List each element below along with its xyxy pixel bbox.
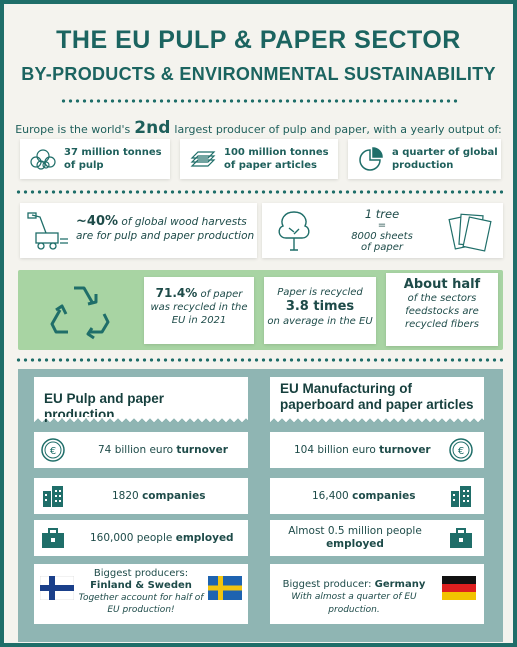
pulp-icon (26, 144, 60, 174)
pie-quarter-icon (354, 144, 388, 174)
paper-sheets-icon (448, 211, 492, 257)
harvester-icon (26, 211, 70, 255)
page-title: THE EU PULP & PAPER SECTOR (56, 26, 461, 54)
left-column-heading: EU Pulp and paper production (34, 377, 248, 422)
recycle-icon (46, 280, 116, 346)
euro-coin-icon: € (446, 437, 476, 463)
left-turnover-row: € 74 billion euro turnover (34, 432, 248, 468)
briefcase-icon (38, 525, 68, 551)
torn-edge (34, 417, 248, 425)
stat-paper-articles: 100 million tonnes of paper articles (180, 139, 338, 179)
tree-card: 1 tree = 8000 sheets of paper (262, 203, 503, 258)
left-producers-row: Biggest producers: Finland & Sweden Toge… (34, 564, 248, 624)
stat-pulp: 37 million tonnes of pulp (20, 139, 170, 179)
paper-stack-icon (186, 144, 220, 174)
right-column-heading: EU Manufacturing of paperboard and paper… (270, 377, 484, 417)
divider-dots-3 (15, 358, 503, 362)
germany-flag-icon (442, 576, 476, 603)
intro-text: Europe is the world's 2nd largest producer… (15, 118, 502, 138)
tree-icon (272, 208, 316, 258)
right-employed-row: Almost 0.5 million people employed (270, 520, 484, 556)
euro-coin-icon: € (38, 437, 68, 463)
left-employed-row: 160,000 people employed (34, 520, 248, 556)
recycled-2021-card: 71.4% of paper was recycled in the EU in… (144, 277, 254, 344)
finland-flag-icon (39, 575, 75, 603)
right-turnover-row: 104 billion euro turnover € (270, 432, 484, 468)
divider-dots-2 (15, 190, 503, 194)
right-companies-row: 16,400 companies (270, 478, 484, 514)
feedstock-card: About half of the sectors feedstocks are… (386, 273, 498, 346)
sweden-flag-icon (208, 576, 242, 603)
divider-dots (60, 99, 460, 103)
buildings-icon (38, 483, 68, 509)
svg-text:€: € (458, 446, 464, 457)
briefcase-icon (446, 525, 476, 551)
right-producer-row: Biggest producer: Germany With almost a … (270, 564, 484, 624)
recycle-times-card: Paper is recycled 3.8 times on average i… (264, 277, 376, 344)
buildings-icon (446, 483, 476, 509)
svg-text:€: € (50, 446, 56, 457)
left-companies-row: 1820 companies (34, 478, 248, 514)
torn-edge (270, 417, 484, 425)
wood-harvest-card: ~40% of global wood harvests are for pul… (20, 203, 257, 258)
page-subtitle: BY-PRODUCTS & ENVIRONMENTAL SUSTAINABILI… (21, 64, 496, 84)
stat-global-share: a quarter of global production (348, 139, 501, 179)
